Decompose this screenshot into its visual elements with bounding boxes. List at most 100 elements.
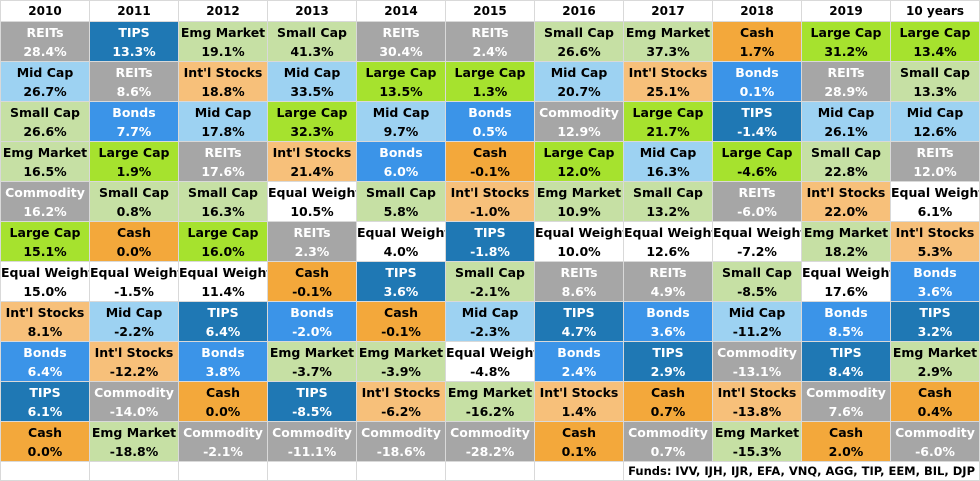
return-cell: REITs 30.4% bbox=[356, 21, 446, 62]
asset-class-label: Commodity bbox=[272, 424, 352, 440]
return-cell: Equal Weight -7.2% bbox=[712, 221, 802, 262]
asset-class-label: TIPS bbox=[29, 384, 61, 400]
asset-class-label: Mid Cap bbox=[639, 144, 697, 160]
year-header: 2015 bbox=[445, 0, 535, 22]
return-cell: Bonds 6.4% bbox=[0, 341, 90, 382]
return-value: -15.3% bbox=[732, 443, 782, 459]
asset-class-label: Equal Weight bbox=[179, 264, 268, 280]
return-value: 28.9% bbox=[824, 83, 868, 99]
asset-class-label: Mid Cap bbox=[283, 64, 341, 80]
return-cell: Emg Market 37.3% bbox=[623, 21, 713, 62]
return-cell: Mid Cap 12.6% bbox=[890, 101, 980, 142]
footer-blank-cell bbox=[445, 461, 535, 481]
return-value: -8.5% bbox=[737, 283, 777, 299]
return-value: 3.2% bbox=[917, 323, 953, 339]
return-cell: REITs 28.9% bbox=[801, 61, 891, 102]
rank-row: Small Cap 26.6% Bonds 7.7% Mid Cap 17.8% Large… bbox=[0, 101, 980, 142]
return-value: -2.0% bbox=[292, 323, 332, 339]
asset-class-label: REITs bbox=[560, 264, 598, 280]
return-value: -16.2% bbox=[465, 403, 515, 419]
asset-class-label: Bonds bbox=[379, 144, 423, 160]
return-cell: TIPS 3.6% bbox=[356, 261, 446, 302]
return-value: 0.1% bbox=[739, 83, 775, 99]
return-value: 0.0% bbox=[205, 403, 241, 419]
asset-class-label: Cash bbox=[384, 304, 418, 320]
return-cell: Commodity 12.9% bbox=[534, 101, 624, 142]
return-cell: Cash 0.0% bbox=[178, 381, 268, 422]
return-value: -2.2% bbox=[114, 323, 154, 339]
return-value: 8.1% bbox=[27, 323, 63, 339]
return-value: -28.2% bbox=[465, 443, 515, 459]
return-cell: Bonds 3.6% bbox=[890, 261, 980, 302]
return-value: 16.3% bbox=[646, 163, 690, 179]
rank-row: Large Cap 15.1% Cash 0.0% Large Cap 16.0% REIT… bbox=[0, 221, 980, 262]
asset-class-label: Bonds bbox=[735, 64, 779, 80]
asset-class-label: TIPS bbox=[118, 24, 150, 40]
asset-class-label: Commodity bbox=[806, 384, 886, 400]
return-cell: Mid Cap -2.2% bbox=[89, 301, 179, 342]
return-value: 1.9% bbox=[116, 163, 152, 179]
return-value: 3.6% bbox=[917, 283, 953, 299]
return-cell: Int'l Stocks 22.0% bbox=[801, 181, 891, 222]
asset-class-label: Cash bbox=[117, 224, 151, 240]
return-value: 7.7% bbox=[116, 123, 152, 139]
asset-class-label: Bonds bbox=[112, 104, 156, 120]
return-value: -0.1% bbox=[470, 163, 510, 179]
asset-class-label: Mid Cap bbox=[372, 104, 430, 120]
return-cell: Int'l Stocks -13.8% bbox=[712, 381, 802, 422]
return-cell: REITs 8.6% bbox=[89, 61, 179, 102]
return-value: 5.3% bbox=[917, 243, 953, 259]
return-cell: Emg Market -15.3% bbox=[712, 421, 802, 462]
asset-class-label: REITs bbox=[204, 144, 242, 160]
return-value: -6.2% bbox=[381, 403, 421, 419]
return-cell: Large Cap -4.6% bbox=[712, 141, 802, 182]
asset-class-label: Int'l Stocks bbox=[717, 384, 797, 400]
asset-class-label: Int'l Stocks bbox=[539, 384, 619, 400]
return-value: -11.1% bbox=[287, 443, 337, 459]
asset-class-label: Emg Market bbox=[803, 224, 889, 240]
asset-class-label: TIPS bbox=[563, 304, 595, 320]
rank-row: Int'l Stocks 8.1% Mid Cap -2.2% TIPS 6.4% Bond… bbox=[0, 301, 980, 342]
return-value: 1.3% bbox=[472, 83, 508, 99]
return-value: 6.4% bbox=[27, 363, 63, 379]
return-cell: TIPS -1.8% bbox=[445, 221, 535, 262]
return-value: 4.0% bbox=[383, 243, 419, 259]
asset-class-label: Emg Market bbox=[269, 344, 355, 360]
asset-class-label: Int'l Stocks bbox=[361, 384, 441, 400]
return-cell: Large Cap 32.3% bbox=[267, 101, 357, 142]
asset-class-label: Cash bbox=[295, 264, 329, 280]
asset-class-label: Large Cap bbox=[187, 224, 259, 240]
return-cell: Commodity -13.1% bbox=[712, 341, 802, 382]
rank-row: Cash 0.0% Emg Market -18.8% Commodity -2.1% Co… bbox=[0, 421, 980, 462]
return-cell: Emg Market 2.9% bbox=[890, 341, 980, 382]
asset-class-label: Emg Market bbox=[714, 424, 800, 440]
return-value: 8.5% bbox=[828, 323, 864, 339]
return-cell: Int'l Stocks -1.0% bbox=[445, 181, 535, 222]
asset-class-label: Cash bbox=[740, 24, 774, 40]
asset-class-label: Commodity bbox=[361, 424, 441, 440]
asset-class-label: Bonds bbox=[646, 304, 690, 320]
asset-class-label: TIPS bbox=[830, 344, 862, 360]
footer-blank-cell bbox=[267, 461, 357, 481]
return-value: 11.4% bbox=[201, 283, 245, 299]
return-cell: Large Cap 13.4% bbox=[890, 21, 980, 62]
asset-class-label: TIPS bbox=[207, 304, 239, 320]
return-value: 13.2% bbox=[646, 203, 690, 219]
year-header: 2011 bbox=[89, 0, 179, 22]
return-value: -18.8% bbox=[109, 443, 159, 459]
return-value: -12.2% bbox=[109, 363, 159, 379]
return-value: 22.0% bbox=[824, 203, 868, 219]
return-value: -8.5% bbox=[292, 403, 332, 419]
footer-blank-cell bbox=[356, 461, 446, 481]
return-cell: Large Cap 21.7% bbox=[623, 101, 713, 142]
asset-class-label: Commodity bbox=[450, 424, 530, 440]
asset-class-label: Large Cap bbox=[543, 144, 615, 160]
return-value: 0.0% bbox=[116, 243, 152, 259]
return-value: 26.1% bbox=[824, 123, 868, 139]
asset-class-label: Commodity bbox=[94, 384, 174, 400]
return-cell: Bonds 6.0% bbox=[356, 141, 446, 182]
return-cell: Int'l Stocks 5.3% bbox=[890, 221, 980, 262]
return-value: 17.6% bbox=[201, 163, 245, 179]
asset-class-label: Emg Market bbox=[91, 424, 177, 440]
return-value: 13.3% bbox=[112, 43, 156, 59]
